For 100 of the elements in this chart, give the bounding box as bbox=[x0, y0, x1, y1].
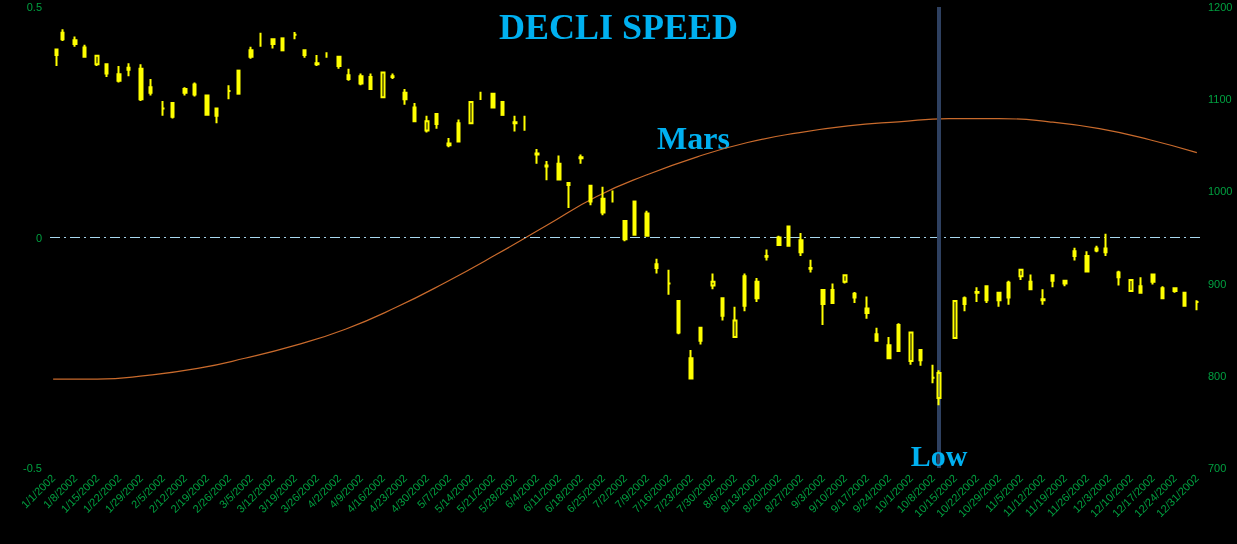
candlestick bbox=[918, 348, 923, 367]
candlestick bbox=[434, 112, 439, 130]
candlestick bbox=[936, 369, 942, 407]
candlestick bbox=[676, 300, 681, 336]
candlestick bbox=[1182, 290, 1187, 308]
candlestick bbox=[60, 28, 65, 43]
candlestick bbox=[468, 100, 474, 125]
candlestick bbox=[1050, 273, 1055, 289]
candlestick bbox=[412, 101, 417, 123]
candlestick bbox=[698, 325, 703, 346]
candlestick bbox=[974, 286, 980, 304]
candlestick bbox=[160, 100, 166, 117]
candlestick bbox=[72, 35, 78, 48]
candlestick bbox=[82, 43, 87, 59]
candlestick bbox=[270, 38, 276, 50]
y-tick-label: 0 bbox=[35, 231, 42, 244]
candlestick bbox=[544, 159, 549, 182]
candlestick bbox=[830, 282, 835, 304]
candlestick bbox=[720, 297, 725, 322]
candlestick bbox=[896, 322, 901, 353]
candlestick bbox=[754, 277, 760, 304]
candlestick bbox=[522, 114, 527, 132]
y2-tick-label: 1000 bbox=[1208, 185, 1233, 198]
candlestick bbox=[632, 200, 637, 236]
candlestick bbox=[490, 92, 496, 110]
candlestick bbox=[236, 69, 241, 95]
candlestick bbox=[456, 118, 461, 144]
candlestick bbox=[1018, 268, 1024, 281]
candlestick bbox=[138, 63, 144, 103]
candlestick bbox=[182, 86, 188, 97]
candlestick bbox=[984, 285, 989, 304]
candlestick bbox=[1040, 288, 1046, 306]
candlestick bbox=[600, 185, 606, 217]
candlestick bbox=[116, 65, 122, 84]
candlestick bbox=[446, 136, 452, 149]
candlestick bbox=[1072, 246, 1077, 262]
y2-tick-label: 700 bbox=[1208, 462, 1227, 474]
y-tick-label: -0.5 bbox=[23, 462, 42, 474]
candlestick bbox=[622, 219, 628, 243]
y2-tick-label: 900 bbox=[1208, 277, 1227, 290]
candlestick bbox=[842, 274, 848, 285]
candlestick bbox=[104, 63, 109, 79]
candlestick bbox=[500, 100, 505, 116]
candlestick bbox=[654, 257, 659, 275]
candlestick bbox=[192, 81, 197, 98]
candlestick bbox=[1128, 278, 1134, 292]
candlestick bbox=[368, 72, 373, 91]
candlestick bbox=[148, 77, 153, 97]
candlestick bbox=[424, 114, 430, 134]
candlestick bbox=[280, 37, 285, 52]
candlestick bbox=[798, 231, 804, 257]
candlestick bbox=[1062, 279, 1068, 288]
candlestick bbox=[952, 300, 958, 339]
candlestick bbox=[1103, 232, 1108, 257]
candlestick bbox=[742, 272, 747, 313]
candlestick bbox=[302, 48, 307, 59]
candlestick bbox=[764, 248, 769, 262]
candlestick bbox=[644, 209, 650, 238]
candlestick bbox=[886, 336, 892, 361]
candlestick bbox=[864, 295, 870, 320]
candlestick bbox=[874, 326, 879, 343]
candlestick bbox=[588, 184, 593, 207]
candlestick bbox=[666, 268, 672, 296]
candlestick bbox=[346, 67, 351, 82]
y2-tick-label: 800 bbox=[1208, 369, 1227, 382]
candlestick bbox=[566, 182, 571, 209]
candlestick bbox=[512, 114, 518, 133]
candlestick bbox=[336, 55, 342, 70]
candlestick bbox=[820, 289, 826, 327]
candlestick bbox=[214, 106, 219, 125]
y2-tick-label: 1200 bbox=[1208, 1, 1233, 13]
line-series bbox=[52, 117, 1198, 380]
y-tick-label: 0.5 bbox=[26, 1, 42, 13]
candlestick bbox=[402, 88, 408, 106]
candlestick bbox=[1006, 279, 1011, 306]
candlestick bbox=[1116, 269, 1121, 287]
candlestick bbox=[1138, 276, 1143, 295]
candlestick bbox=[732, 305, 738, 339]
candlestick bbox=[852, 290, 857, 304]
candlestick bbox=[786, 225, 791, 248]
y2-tick-label: 1100 bbox=[1208, 93, 1232, 106]
candlestick bbox=[94, 53, 100, 68]
candlestick bbox=[248, 45, 254, 60]
candlestick bbox=[54, 47, 59, 68]
candlestick bbox=[1084, 250, 1090, 274]
ref-line-label: Low bbox=[910, 438, 968, 472]
candlestick bbox=[1172, 286, 1178, 294]
candlestick bbox=[1160, 285, 1165, 300]
candlestick bbox=[1028, 273, 1033, 292]
candlestick bbox=[380, 71, 386, 99]
candlestick bbox=[962, 295, 967, 313]
candlestick bbox=[808, 258, 813, 274]
candlestick bbox=[688, 348, 694, 381]
candlestick bbox=[908, 330, 914, 366]
candlestick bbox=[930, 363, 936, 385]
candlestick bbox=[1150, 273, 1156, 286]
candlestick bbox=[710, 272, 716, 291]
candlestick bbox=[556, 154, 562, 182]
candlestick bbox=[358, 72, 364, 87]
candlestick bbox=[776, 234, 782, 247]
